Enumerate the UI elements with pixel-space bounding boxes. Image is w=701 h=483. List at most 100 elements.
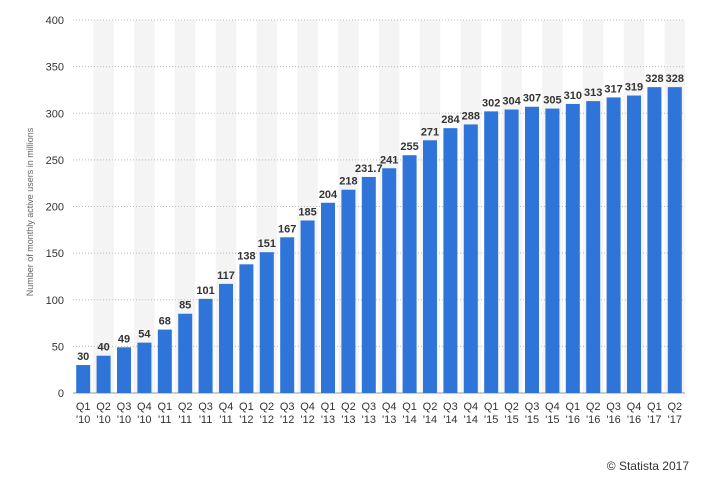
bar [443, 128, 458, 394]
x-tick-label-quarter: Q1 [647, 401, 662, 413]
bar [280, 237, 295, 393]
x-tick-label-quarter: Q1 [321, 401, 336, 413]
data-label: 328 [645, 73, 663, 85]
x-tick-label-year: '13 [382, 414, 396, 426]
bar [341, 189, 356, 393]
bar [117, 347, 131, 393]
y-tick-label: 50 [52, 341, 64, 353]
data-label: 30 [77, 351, 89, 363]
bar [321, 202, 335, 393]
data-label: 255 [400, 141, 418, 153]
bar [76, 365, 91, 393]
data-label: 151 [258, 238, 276, 250]
data-label: 218 [339, 176, 357, 188]
x-tick-label-quarter: Q1 [565, 401, 580, 413]
x-tick-label-quarter: Q2 [586, 401, 601, 413]
data-labels: 30 40 49 54 68 85 101117138151167185204218231.… [77, 73, 684, 363]
x-tick-label-quarter: Q2 [423, 401, 438, 413]
data-label: 167 [278, 223, 296, 235]
x-tick-label-quarter: Q3 [117, 401, 132, 413]
x-tick-label-year: '16 [566, 414, 580, 426]
x-tick-label-year: '10 [96, 414, 110, 426]
bar [627, 95, 641, 393]
x-tick-label-year: '14 [402, 414, 416, 426]
bar [463, 124, 478, 393]
bar [96, 355, 111, 393]
data-label: 68 [159, 316, 171, 328]
x-tick-label-quarter: Q4 [545, 401, 560, 413]
y-axis-label: Number of monthly active users in millio… [25, 127, 35, 296]
y-tick-label: 100 [46, 295, 64, 307]
x-tick-label-year: '16 [627, 414, 641, 426]
x-tick-label-quarter: Q2 [259, 401, 274, 413]
x-tick-label-year: '12 [239, 414, 253, 426]
data-label: 284 [441, 114, 460, 126]
bar [178, 313, 193, 393]
x-tick-label-year: '10 [117, 414, 131, 426]
x-tick-label-quarter: Q2 [178, 401, 193, 413]
data-label: 304 [502, 96, 521, 108]
bar [565, 103, 580, 394]
data-label: 204 [319, 189, 338, 201]
bar [647, 87, 662, 393]
x-tick-label-quarter: Q4 [463, 401, 478, 413]
x-tick-label-year: '17 [647, 414, 661, 426]
bar [198, 298, 213, 393]
x-tick-label-quarter: Q4 [627, 401, 642, 413]
bar [361, 176, 376, 393]
x-tick-label-quarter: Q3 [280, 401, 295, 413]
bar [525, 106, 539, 393]
x-tick-label-quarter: Q4 [382, 401, 397, 413]
x-tick-label-year: '12 [280, 414, 294, 426]
x-tick-label-year: '14 [464, 414, 478, 426]
x-tick-label-year: '15 [545, 414, 559, 426]
y-tick-label: 300 [46, 108, 64, 120]
data-label: 231.7 [355, 163, 383, 175]
x-tick-label-quarter: Q1 [239, 401, 254, 413]
data-label: 307 [523, 93, 541, 105]
bar [157, 329, 172, 393]
x-tick-label-quarter: Q2 [96, 401, 111, 413]
bar [606, 97, 621, 394]
x-tick-label-quarter: Q2 [341, 401, 356, 413]
x-tick-label-quarter: Q3 [443, 401, 458, 413]
y-tick-label: 200 [46, 202, 64, 214]
data-label: 310 [564, 90, 582, 102]
data-label: 302 [482, 97, 500, 109]
bar [667, 87, 682, 393]
x-tick-label-year: '14 [423, 414, 437, 426]
x-tick-label-year: '15 [504, 414, 518, 426]
x-tick-label-quarter: Q1 [484, 401, 499, 413]
x-tick-label-year: '13 [321, 414, 335, 426]
data-label: 313 [584, 87, 602, 99]
x-tick-label-year: '11 [158, 414, 172, 426]
bar [259, 252, 274, 393]
data-label: 288 [462, 110, 480, 122]
y-tick-label: 350 [46, 62, 64, 74]
bar [300, 220, 315, 393]
bar [239, 264, 254, 393]
x-tick-label-year: '10 [76, 414, 90, 426]
data-label: 40 [97, 342, 109, 354]
data-label: 241 [380, 154, 398, 166]
y-tick-label: 150 [46, 248, 64, 260]
bar [219, 283, 233, 393]
x-axis-ticks: Q1'10Q2'10Q3'10Q4'10Q1'11Q2'11Q3'11Q4'11… [76, 401, 682, 426]
y-tick-label: 250 [46, 155, 64, 167]
x-tick-label-quarter: Q1 [402, 401, 417, 413]
x-tick-label-year: '17 [668, 414, 682, 426]
x-tick-label-year: '13 [341, 414, 355, 426]
x-tick-label-quarter: Q3 [525, 401, 540, 413]
y-axis-ticks: 0 50 100 150 200 250 300 350 400 [46, 15, 64, 400]
data-label: 101 [196, 285, 214, 297]
x-tick-label-year: '14 [443, 414, 457, 426]
data-label: 328 [666, 73, 684, 85]
bars [76, 87, 682, 394]
x-tick-label-year: '16 [606, 414, 620, 426]
bar [504, 109, 519, 394]
x-tick-label-quarter: Q2 [504, 401, 519, 413]
x-tick-label-quarter: Q4 [137, 401, 152, 413]
bar [586, 101, 601, 393]
x-tick-label-quarter: Q2 [667, 401, 682, 413]
